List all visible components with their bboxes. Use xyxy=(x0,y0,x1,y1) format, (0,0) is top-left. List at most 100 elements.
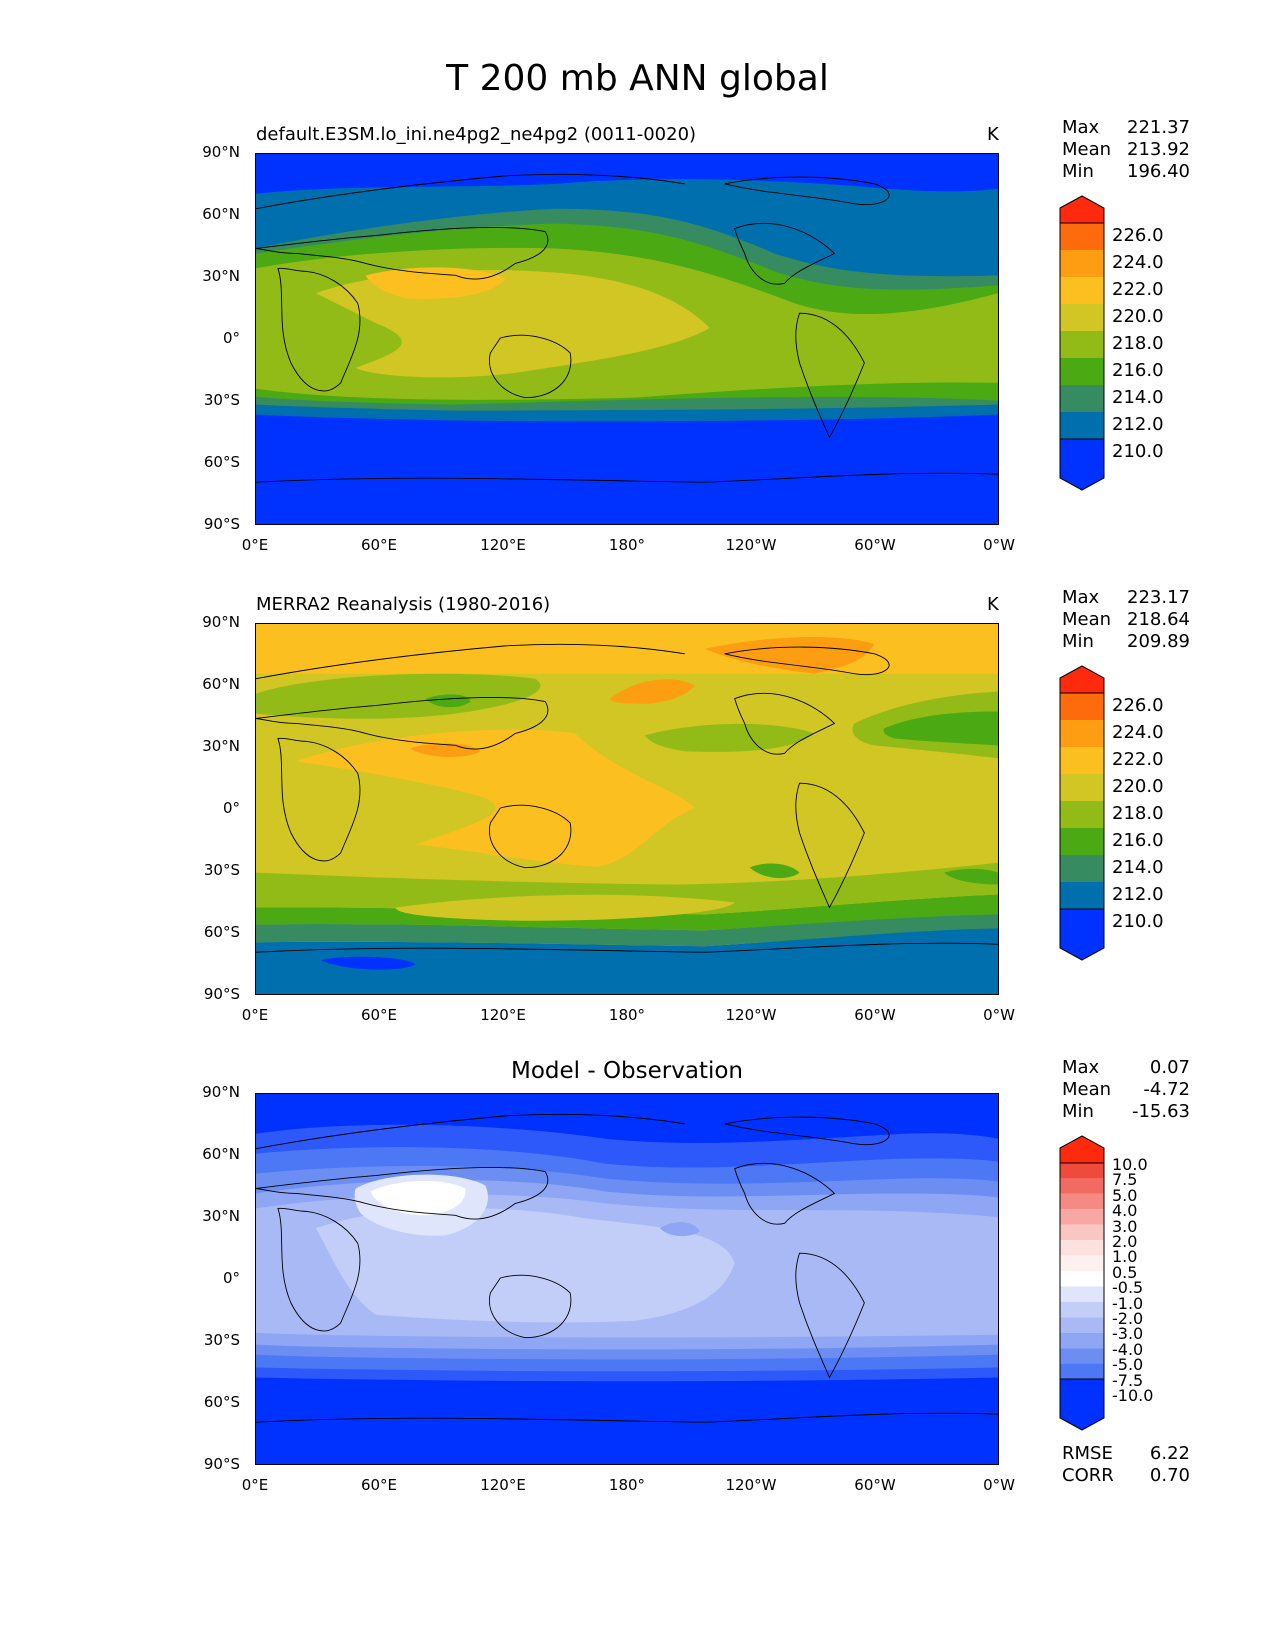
contour-band-220-222-southring xyxy=(395,894,735,921)
colorbar-swatch xyxy=(1060,1224,1104,1241)
colorbar-label: 214.0 xyxy=(1112,387,1164,408)
panel-difference: Model - Observation 90°N xyxy=(0,0,1275,1494)
lat-tick-label: 60°N xyxy=(202,205,240,223)
colorbar-swatch xyxy=(1060,747,1104,774)
lat-tick-label: 90°N xyxy=(202,1083,240,1101)
colorbar-swatch xyxy=(1060,223,1104,250)
colorbar-swatch xyxy=(1060,250,1104,277)
lon-tick-label: 60°W xyxy=(854,1476,896,1494)
colorbar-label: -10.0 xyxy=(1112,1386,1154,1405)
colorbar-swatch xyxy=(1060,693,1104,720)
stat-rmse-value: 6.22 xyxy=(1149,1443,1190,1464)
lon-tick-label: 120°E xyxy=(480,1006,526,1024)
stat-min-label: Min xyxy=(1062,1101,1094,1122)
contour-band-218-south xyxy=(256,862,998,915)
stat-mean-value: 213.92 xyxy=(1127,139,1190,160)
contour-band-214-216-eurasia xyxy=(425,694,471,708)
lon-tick-label: 120°E xyxy=(480,536,526,554)
contour-band-212-214-atlantic xyxy=(883,711,998,746)
lon-tick-label: 180° xyxy=(608,1006,646,1024)
lat-tick-label: 30°S xyxy=(203,1331,240,1349)
main-title: T 200 mb ANN global xyxy=(446,58,829,99)
lat-tick-label: 60°S xyxy=(203,923,240,941)
colorbar-swatch xyxy=(1060,385,1104,412)
stat-max-value: 223.17 xyxy=(1127,587,1190,608)
stat-mean-value: -4.72 xyxy=(1143,1079,1190,1100)
stat-mean-value: 218.64 xyxy=(1127,609,1190,630)
colorbar-graphic xyxy=(1059,1135,1105,1431)
colorbar xyxy=(1059,195,1105,491)
contour-band-220-222-tropics xyxy=(295,729,695,867)
lon-tick-label: 120°W xyxy=(725,1476,777,1494)
lon-tick-label: 60°E xyxy=(360,536,398,554)
colorbar-label: 210.0 xyxy=(1112,911,1164,932)
contour-band-below-210-antarctic xyxy=(320,956,416,970)
lon-tick-label: 120°W xyxy=(725,536,777,554)
stat-mean-label: Mean xyxy=(1062,1079,1112,1100)
colorbar-label: -1.0 xyxy=(1112,1294,1144,1313)
colorbar-swatch xyxy=(1060,801,1104,828)
colorbar-swatch xyxy=(1060,774,1104,801)
colorbar-swatch xyxy=(1060,304,1104,331)
contour-band-214-216-south xyxy=(256,912,998,947)
contour-band-212-214-south xyxy=(256,927,998,994)
colorbar-label: 224.0 xyxy=(1112,722,1164,743)
lon-tick-label: 0°W xyxy=(983,1476,1015,1494)
colorbar-graphic xyxy=(1059,665,1105,961)
lon-tick-label: 0°E xyxy=(241,1006,269,1024)
colorbar-swatch xyxy=(1060,1209,1104,1225)
lat-tick-label: 30°S xyxy=(203,861,240,879)
colorbar-label: 4.0 xyxy=(1112,1201,1138,1220)
stat-min-value: 209.89 xyxy=(1127,631,1190,652)
lat-tick-label: 90°S xyxy=(203,1455,240,1473)
obs-contour-map xyxy=(256,624,998,994)
colorbar xyxy=(1059,665,1105,961)
stat-max-value: 221.37 xyxy=(1127,117,1190,138)
lat-tick-label: 30°N xyxy=(202,737,240,755)
colorbar-graphic xyxy=(1059,195,1105,491)
lat-tick-label: 90°S xyxy=(203,985,240,1003)
lon-tick-label: 60°W xyxy=(854,536,896,554)
colorbar-label: -0.5 xyxy=(1112,1278,1144,1297)
map-plot xyxy=(255,623,999,995)
colorbar-cap-bottom xyxy=(1059,1378,1105,1431)
contour-band-m2-m1 xyxy=(315,1208,735,1323)
coastlines xyxy=(256,643,998,953)
colorbar-label: 218.0 xyxy=(1112,803,1164,824)
coastlines xyxy=(256,173,998,483)
colorbar-swatch xyxy=(1060,1240,1104,1256)
units-label: K xyxy=(987,124,999,145)
stat-max-label: Max xyxy=(1062,117,1100,138)
stat-min-label: Min xyxy=(1062,161,1094,182)
colorbar-swatch xyxy=(1060,358,1104,385)
colorbar-label: -2.0 xyxy=(1112,1309,1144,1328)
colorbar-swatch xyxy=(1060,855,1104,882)
colorbar-swatch xyxy=(1060,1301,1104,1318)
contour-band-216-218-atlantic xyxy=(644,723,815,752)
lat-tick-label: 60°S xyxy=(203,1393,240,1411)
lat-tick-label: 90°N xyxy=(202,613,240,631)
colorbar-swatch xyxy=(1060,1255,1104,1271)
stat-corr-value: 0.70 xyxy=(1149,1465,1190,1486)
colorbar-swatch xyxy=(1060,1163,1104,1179)
colorbar-label: 3.0 xyxy=(1112,1217,1138,1236)
colorbar-label: 222.0 xyxy=(1112,279,1164,300)
model-contour-map xyxy=(256,154,998,524)
colorbar-label: -3.0 xyxy=(1112,1324,1144,1343)
colorbar-cap-top xyxy=(1059,1135,1105,1164)
colorbar-label: 10.0 xyxy=(1112,1155,1148,1174)
colorbar-label: 226.0 xyxy=(1112,695,1164,716)
contour-band-220-222 xyxy=(365,267,506,299)
panel-title: Model - Observation xyxy=(510,1058,744,1084)
stat-max-label: Max xyxy=(1062,1057,1100,1078)
stat-max-value: 0.07 xyxy=(1149,1057,1190,1078)
colorbar-label: 220.0 xyxy=(1112,306,1164,327)
lon-tick-label: 0°E xyxy=(241,1476,269,1494)
map-plot xyxy=(255,153,999,525)
colorbar-label: 212.0 xyxy=(1112,414,1164,435)
contour-band-m4-m3-pacific xyxy=(659,1222,700,1237)
lon-tick-label: 0°W xyxy=(983,536,1015,554)
colorbar-swatch xyxy=(1060,720,1104,747)
colorbar-label: -7.5 xyxy=(1112,1371,1144,1390)
stat-min-value: 196.40 xyxy=(1127,161,1190,182)
